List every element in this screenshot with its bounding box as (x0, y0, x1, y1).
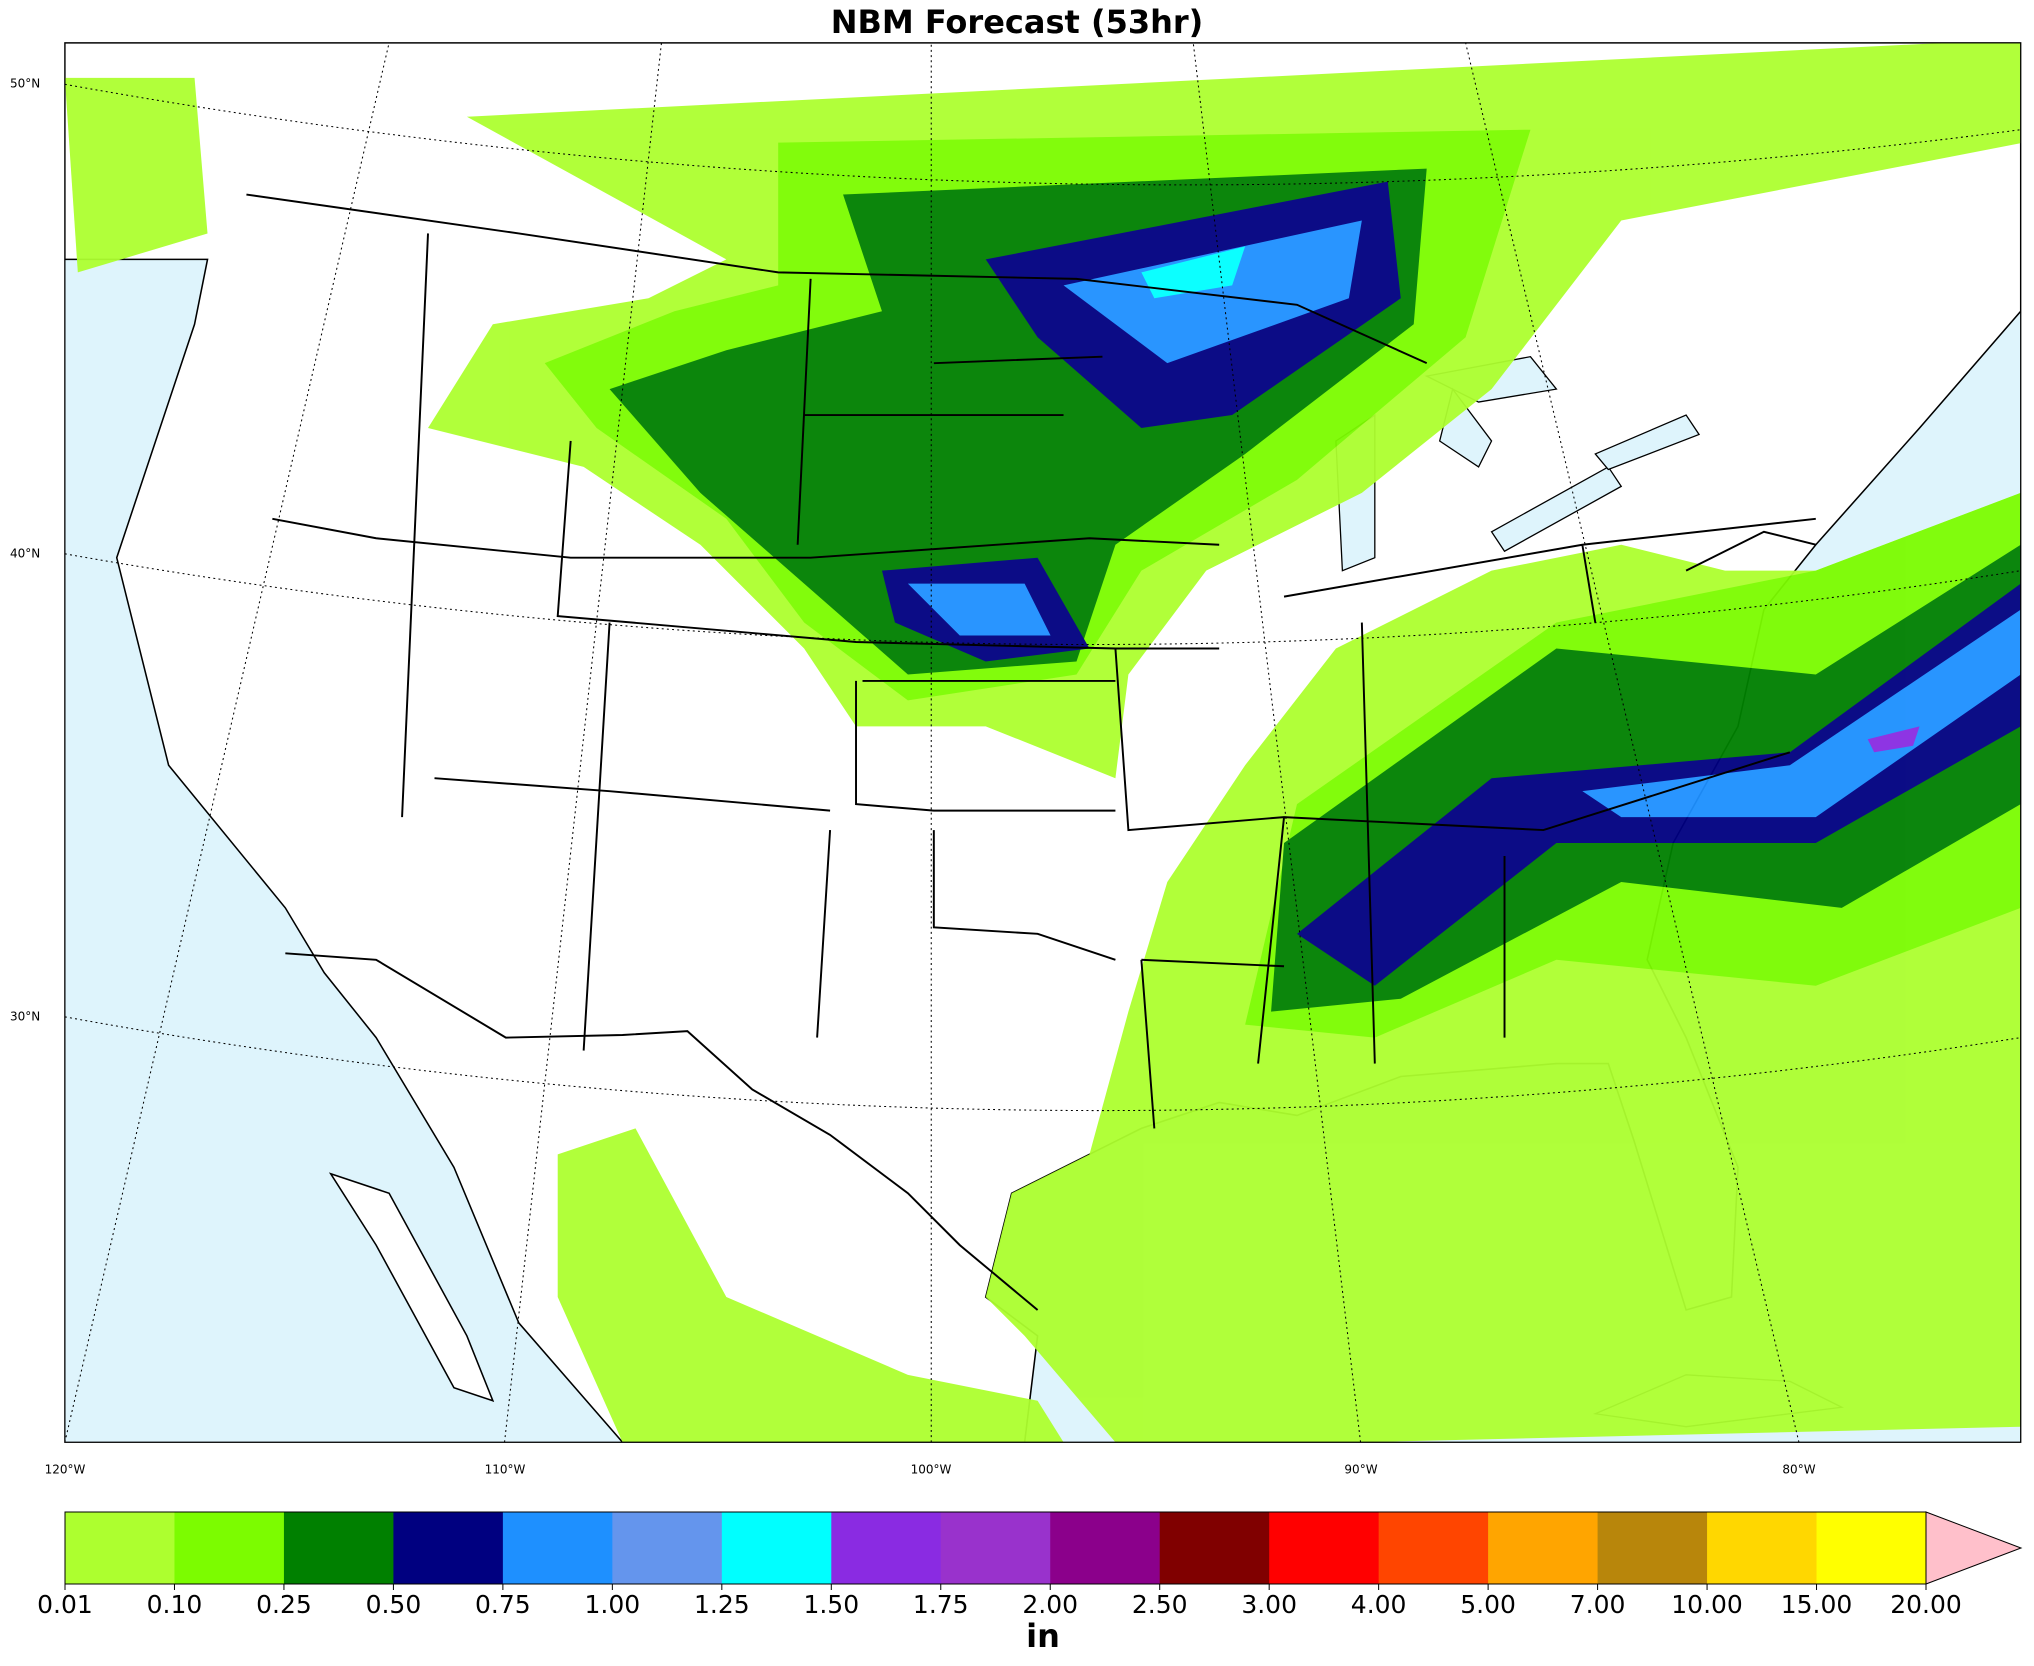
colorbar-bin (1488, 1512, 1599, 1584)
colorbar-bin (283, 1512, 394, 1584)
colorbar-bin (65, 1512, 175, 1584)
map-title: NBM Forecast (53hr) (831, 3, 1204, 41)
lon-label: 110°W (485, 1463, 526, 1477)
colorbar: 0.01 0.10 0.25 0.50 0.75 1.00 1.25 1.50 1.75 2.00… (37, 1511, 2023, 1619)
colorbar-tick-label: 1.00 (585, 1590, 641, 1619)
lat-label: 50°N (10, 77, 40, 91)
colorbar-tick-label: 2.00 (1022, 1590, 1078, 1619)
colorbar-bin (1269, 1512, 1380, 1584)
colorbar-tick-label: 1.25 (694, 1590, 750, 1619)
colorbar-outline (64, 1511, 1927, 1585)
lat-label: 40°N (10, 547, 40, 561)
colorbar-tick-label: 20.00 (1890, 1590, 1962, 1619)
colorbar-tick-label: 1.50 (803, 1590, 859, 1619)
colorbar-tick-label: 0.01 (37, 1590, 93, 1619)
colorbar-bin (1707, 1512, 1818, 1584)
colorbar-bin (940, 1512, 1051, 1584)
colorbar-tick-label: 0.25 (256, 1590, 312, 1619)
colorbar-tick-label: 0.50 (366, 1590, 422, 1619)
borders (246, 193, 1817, 1311)
colorbar-bin (1050, 1512, 1161, 1584)
colorbar-bin (174, 1512, 285, 1584)
colorbar-bin (1159, 1512, 1270, 1584)
lat-labels: 50°N 40°N 30°N (10, 77, 40, 1024)
colorbar-bin (1378, 1512, 1489, 1584)
map-frame (64, 42, 2022, 1443)
colorbar-unit: in (1026, 1617, 1060, 1655)
colorbar-tick-label: 15.00 (1781, 1590, 1853, 1619)
colorbar-bin (502, 1512, 613, 1584)
colorbar-bin (831, 1512, 942, 1584)
lon-label: 100°W (911, 1463, 952, 1477)
colorbar-bin (721, 1512, 832, 1584)
colorbar-tick-label: 0.75 (475, 1590, 531, 1619)
colorbar-bin (1597, 1512, 1708, 1584)
lat-label: 30°N (10, 1010, 40, 1024)
baja (328, 1172, 495, 1403)
lon-labels: 120°W 110°W 100°W 90°W 80°W (45, 1463, 1816, 1477)
colorbar-bin (393, 1512, 504, 1584)
lon-label: 80°W (1782, 1463, 1815, 1477)
map (64, 42, 2022, 1443)
colorbar-tick-label: 1.75 (913, 1590, 969, 1619)
colorbar-extension (1925, 1511, 2023, 1585)
colorbar-tick-label: 3.00 (1241, 1590, 1297, 1619)
lon-label: 90°W (1344, 1463, 1377, 1477)
colorbar-tick-label: 5.00 (1460, 1590, 1516, 1619)
colorbar-tick-label: 7.00 (1570, 1590, 1626, 1619)
graticule (64, 42, 2021, 1443)
colorbar-tick-label: 0.10 (147, 1590, 203, 1619)
colorbar-bin (612, 1512, 723, 1584)
colorbar-tick-label: 10.00 (1671, 1590, 1743, 1619)
colorbar-tick-label: 2.50 (1132, 1590, 1188, 1619)
colorbar-bin (1816, 1512, 1927, 1584)
colorbar-tick-label: 4.00 (1351, 1590, 1407, 1619)
lon-label: 120°W (45, 1463, 86, 1477)
